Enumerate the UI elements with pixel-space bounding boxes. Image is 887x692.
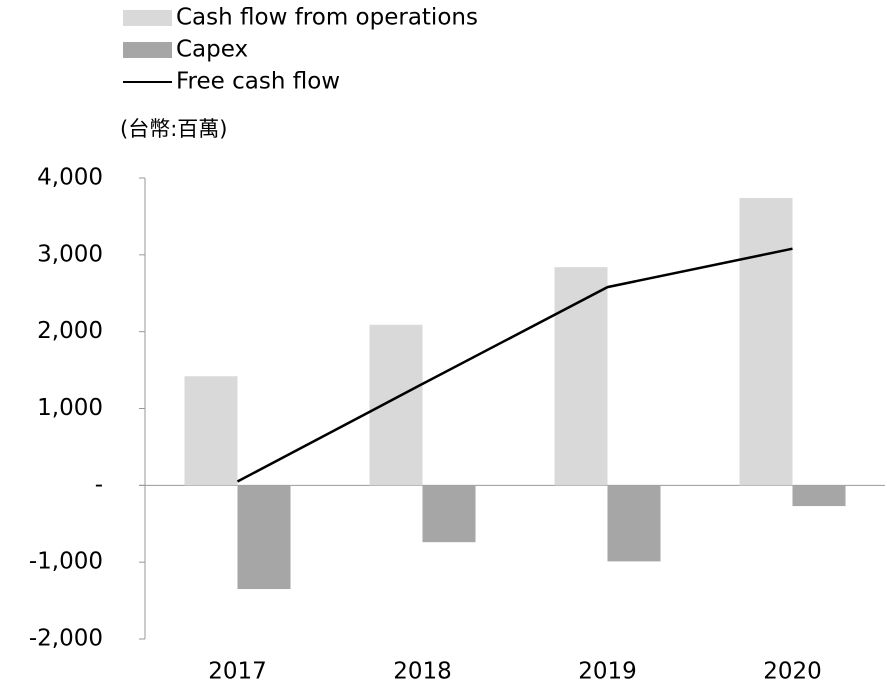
legend-swatch (123, 42, 172, 58)
x-tick-label: 2017 (208, 659, 267, 685)
legend-label: Capex (176, 37, 248, 63)
unit-label: (台幣:百萬) (120, 117, 227, 141)
y-tick-label: 4,000 (37, 165, 103, 191)
bar (422, 485, 476, 543)
legend-swatch (123, 10, 172, 26)
bar (554, 267, 608, 486)
y-tick-label: -1,000 (29, 549, 103, 575)
y-tick-label: - (95, 472, 103, 498)
legend-label: Free cash flow (176, 69, 340, 95)
y-tick-label: 3,000 (37, 241, 103, 267)
line (236, 247, 793, 483)
bar (237, 485, 291, 590)
legend-label: Cash flow from operations (176, 5, 478, 31)
bar (607, 485, 661, 562)
bar (369, 324, 423, 486)
y-tick-label: 2,000 (37, 318, 103, 344)
bar (739, 197, 793, 486)
x-tick-label: 2019 (578, 659, 637, 685)
y-tick-label: 1,000 (37, 395, 103, 421)
bar (792, 485, 846, 507)
y-tick-label: -2,000 (29, 626, 103, 652)
bar (184, 376, 238, 486)
x-tick-label: 2020 (763, 659, 822, 685)
x-tick-label: 2018 (393, 659, 452, 685)
